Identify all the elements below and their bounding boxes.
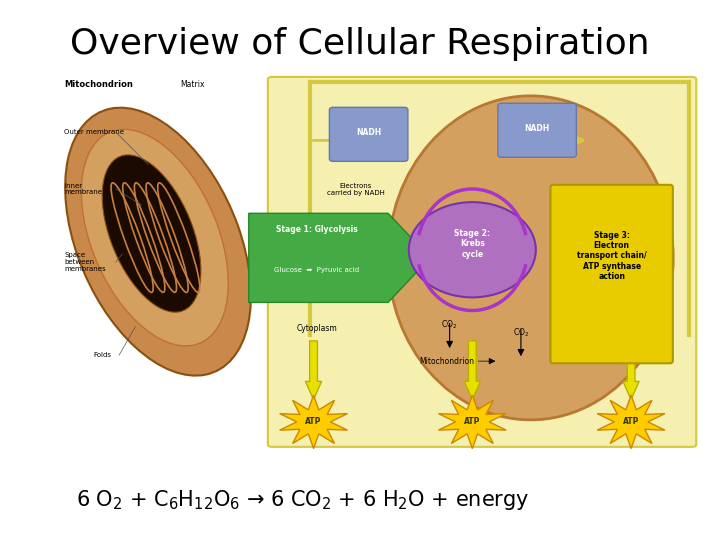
- FancyArrow shape: [305, 341, 322, 400]
- Text: 6 O$_2$ + C$_6$H$_{12}$O$_6$ → 6 CO$_2$ + 6 H$_2$O + energy: 6 O$_2$ + C$_6$H$_{12}$O$_6$ → 6 CO$_2$ …: [76, 488, 529, 511]
- Ellipse shape: [388, 96, 673, 420]
- Text: ATP: ATP: [305, 417, 322, 427]
- FancyBboxPatch shape: [330, 107, 408, 161]
- FancyBboxPatch shape: [498, 103, 577, 157]
- Polygon shape: [597, 395, 665, 449]
- FancyBboxPatch shape: [268, 77, 696, 447]
- FancyBboxPatch shape: [550, 185, 673, 363]
- Ellipse shape: [81, 129, 228, 346]
- Polygon shape: [438, 395, 506, 449]
- Text: Folds: Folds: [94, 352, 112, 358]
- FancyArrow shape: [464, 341, 480, 400]
- Text: CO$_2$: CO$_2$: [441, 319, 458, 331]
- Ellipse shape: [65, 107, 251, 376]
- Text: Inner
membrane: Inner membrane: [64, 183, 102, 195]
- Text: Cytoplasm: Cytoplasm: [297, 324, 337, 333]
- Text: Electrons
carried by NADH: Electrons carried by NADH: [327, 183, 384, 195]
- Text: Mitochondrion: Mitochondrion: [64, 79, 133, 89]
- Text: ATP: ATP: [464, 417, 480, 427]
- FancyArrow shape: [623, 341, 639, 400]
- Text: Mitochondrion: Mitochondrion: [419, 356, 474, 366]
- Text: Matrix: Matrix: [181, 79, 205, 89]
- Ellipse shape: [102, 155, 201, 312]
- Text: Stage 1: Glycolysis: Stage 1: Glycolysis: [276, 225, 358, 234]
- Text: Space
between
membranes: Space between membranes: [64, 252, 106, 272]
- Circle shape: [409, 202, 536, 298]
- Text: Stage 2:
Krebs
cycle: Stage 2: Krebs cycle: [454, 229, 490, 259]
- Text: Stage 3:
Electron
transport chain/
ATP synthase
action: Stage 3: Electron transport chain/ ATP s…: [577, 231, 647, 281]
- Text: ATP: ATP: [623, 417, 639, 427]
- Text: NADH: NADH: [356, 128, 382, 137]
- Text: NADH: NADH: [524, 124, 550, 133]
- FancyArrow shape: [249, 213, 430, 302]
- Text: Overview of Cellular Respiration: Overview of Cellular Respiration: [70, 27, 650, 61]
- Polygon shape: [279, 395, 348, 449]
- Text: CO$_2$: CO$_2$: [513, 327, 529, 339]
- Text: Glucose  ➡  Pyruvic acid: Glucose ➡ Pyruvic acid: [274, 267, 359, 273]
- Text: Outer membrane: Outer membrane: [64, 129, 124, 136]
